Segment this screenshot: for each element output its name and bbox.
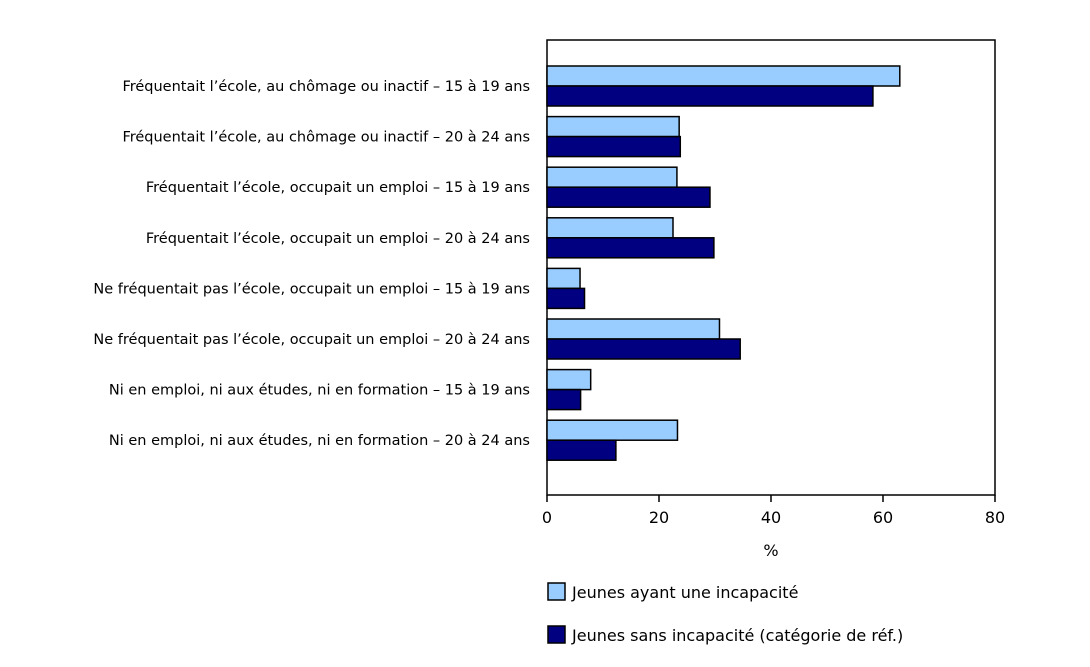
category-label: Fréquentait l’école, au chômage ou inact… xyxy=(122,130,530,146)
bar-with-disability xyxy=(546,65,901,87)
x-tick-label: 80 xyxy=(985,508,1005,527)
x-tick-label: 0 xyxy=(542,508,552,527)
category-label: Ne fréquentait pas l’école, occupait un … xyxy=(93,281,530,297)
bar-with-disability xyxy=(546,267,581,290)
bar-without-disability xyxy=(546,237,715,259)
legend-label: Jeunes sans incapacité (catégorie de réf… xyxy=(571,626,903,645)
bar-with-disability xyxy=(546,368,592,391)
bar-with-disability xyxy=(546,115,680,138)
bar-with-disability xyxy=(546,217,674,239)
category-label: Ne fréquentait pas l’école, occupait un … xyxy=(93,332,530,348)
bar-without-disability xyxy=(546,439,617,461)
bar-without-disability xyxy=(546,135,682,158)
bar-with-disability xyxy=(546,419,679,441)
bar-with-disability xyxy=(546,166,678,188)
x-tick-label: 40 xyxy=(761,508,781,527)
x-tick-label: 60 xyxy=(873,508,893,527)
bar-without-disability xyxy=(546,388,582,411)
bar-without-disability xyxy=(546,186,711,208)
legend-swatch xyxy=(547,582,566,601)
category-label: Fréquentait l’école, au chômage ou inact… xyxy=(122,79,530,95)
bar-without-disability xyxy=(546,287,586,310)
category-label: Ni en emploi, ni aux études, ni en forma… xyxy=(109,383,530,399)
bar-with-disability xyxy=(546,318,721,340)
category-label: Fréquentait l’école, occupait un emploi … xyxy=(146,180,530,196)
legend-swatch xyxy=(547,625,566,644)
category-label: Fréquentait l’école, occupait un emploi … xyxy=(146,231,530,247)
legend-label: Jeunes ayant une incapacité xyxy=(571,583,798,602)
bar-without-disability xyxy=(546,85,874,107)
x-tick-label: 20 xyxy=(649,508,669,527)
category-label: Ni en emploi, ni aux études, ni en forma… xyxy=(109,433,530,449)
x-axis-label: % xyxy=(763,541,778,560)
bar-without-disability xyxy=(546,338,741,360)
